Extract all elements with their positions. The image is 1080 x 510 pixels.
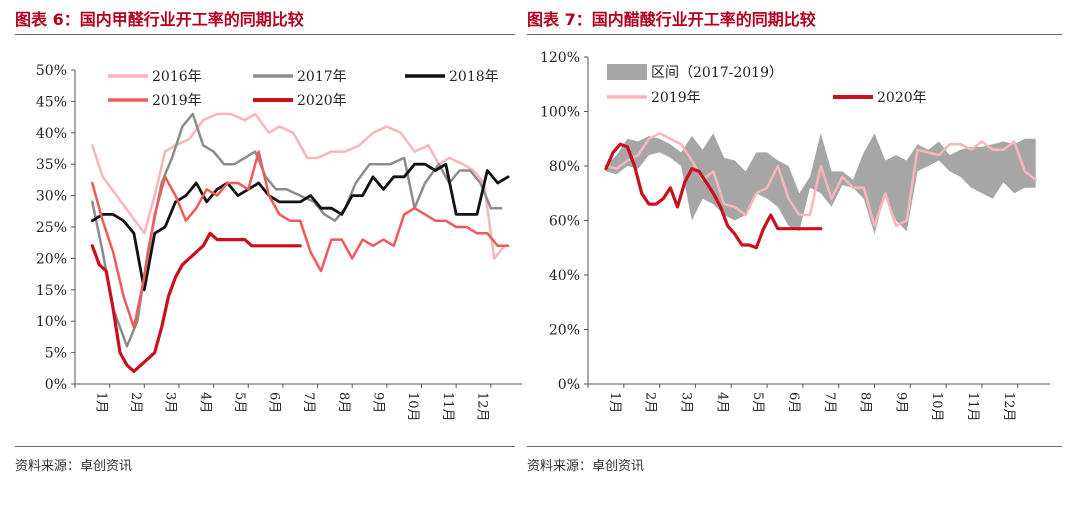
left-title-rule: [15, 34, 515, 35]
right-source: 资料来源：卓创资讯: [527, 459, 645, 474]
left-y-tick-label: 10%: [36, 314, 67, 330]
left-series-2019年: [91, 150, 510, 329]
left-x-tick-label: 8月: [336, 392, 351, 413]
right-y-tick-label: 40%: [549, 268, 580, 284]
right-x-tick-label: 3月: [679, 392, 694, 413]
right-series-2020年: [604, 142, 823, 250]
left-legend-label: 2017年: [297, 69, 347, 85]
right-title-rule: [527, 34, 1062, 35]
left-y-tick-label: 25%: [36, 220, 67, 236]
right-y-tick-label: 80%: [549, 159, 580, 175]
right-x-tick-label: 1月: [607, 392, 622, 413]
right-legend-label: 区间（2017-2019）: [651, 65, 783, 81]
left-x-tick-label: 4月: [197, 392, 212, 413]
left-y-tick-label: 5%: [45, 346, 67, 362]
left-legend-label: 2020年: [297, 93, 347, 109]
right-x-tick-label: 4月: [714, 392, 729, 413]
left-series-2018年: [90, 162, 510, 292]
left-x-tick-label: 1月: [93, 392, 108, 413]
left-x-tick-label: 11月: [440, 392, 455, 422]
left-y-tick-label: 45%: [36, 94, 67, 110]
left-source-rule: [15, 446, 515, 447]
right-legend-swatch: [607, 64, 647, 80]
right-x-tick-label: 9月: [893, 392, 908, 413]
left-x-tick-label: 5月: [232, 392, 247, 413]
right-x-tick-label: 6月: [786, 392, 801, 413]
right-x-tick-label: 2月: [643, 392, 658, 413]
left-y-tick-label: 35%: [36, 157, 67, 173]
right-y-tick-label: 120%: [540, 50, 580, 66]
right-y-tick-label: 60%: [549, 214, 580, 230]
right-x-tick-label: 8月: [858, 392, 873, 413]
right-x-tick-label: 7月: [822, 392, 837, 413]
left-legend-label: 2019年: [152, 93, 202, 109]
left-x-tick-label: 6月: [267, 392, 282, 413]
left-y-tick-label: 40%: [36, 126, 67, 142]
right-x-tick-label: 12月: [1001, 392, 1016, 422]
left-x-tick-label: 12月: [474, 392, 489, 422]
left-chart-title: 图表 6：国内甲醛行业开工率的同期比较: [15, 10, 304, 29]
left-x-tick-label: 3月: [163, 392, 178, 413]
left-y-tick-label: 30%: [36, 189, 67, 205]
right-y-tick-label: 100%: [540, 105, 580, 121]
left-x-tick-label: 2月: [128, 392, 143, 413]
left-y-tick-label: 15%: [36, 283, 67, 299]
left-y-tick-label: 20%: [36, 251, 67, 267]
right-range-band: [605, 133, 1036, 235]
left-x-tick-label: 9月: [371, 392, 386, 413]
right-chart-title: 图表 7：国内醋酸行业开工率的同期比较: [527, 10, 816, 29]
right-x-tick-label: 11月: [965, 392, 980, 422]
left-x-tick-label: 7月: [301, 392, 316, 413]
right-series-2019年: [604, 132, 1037, 228]
left-series-2020年: [90, 231, 302, 373]
right-y-tick-label: 0%: [558, 377, 580, 393]
left-legend-label: 2018年: [449, 69, 499, 85]
left-x-tick-label: 10月: [405, 392, 420, 422]
left-source: 资料来源：卓创资讯: [15, 459, 133, 474]
left-series-2016年: [91, 112, 506, 260]
right-source-rule: [527, 446, 1062, 447]
left-y-tick-label: 0%: [45, 377, 67, 393]
right-y-tick-label: 20%: [549, 323, 580, 339]
right-x-tick-label: 10月: [929, 392, 944, 422]
left-series-2017年: [91, 112, 503, 348]
left-y-tick-label: 50%: [36, 63, 67, 79]
right-legend-label: 2019年: [651, 90, 701, 106]
right-x-tick-label: 5月: [750, 392, 765, 413]
right-legend-label: 2020年: [877, 90, 927, 106]
left-legend-label: 2016年: [152, 69, 202, 85]
